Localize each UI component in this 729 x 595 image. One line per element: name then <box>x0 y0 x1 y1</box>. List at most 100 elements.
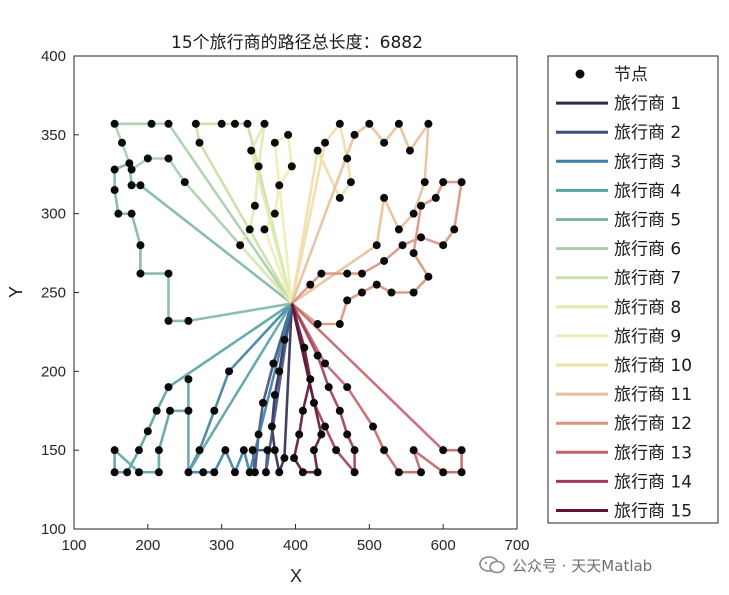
chart-title: 15个旅行商的路径总长度：6882 <box>171 33 423 53</box>
node-marker <box>164 316 173 325</box>
x-tick-label: 300 <box>209 537 234 554</box>
node-marker <box>110 468 119 477</box>
node-marker <box>290 454 299 463</box>
node-marker <box>127 209 136 218</box>
node-marker <box>313 146 322 155</box>
y-tick-label: 150 <box>41 442 66 459</box>
node-marker <box>191 119 200 128</box>
node-marker <box>457 468 466 477</box>
node-marker <box>110 186 119 195</box>
node-marker <box>417 468 426 477</box>
y-tick-label: 100 <box>41 521 66 538</box>
node-marker <box>275 367 284 376</box>
node-marker <box>245 468 254 477</box>
node-marker <box>380 446 389 455</box>
node-marker <box>164 154 173 163</box>
node-marker <box>127 181 136 190</box>
node-marker <box>357 288 366 297</box>
x-tick-label: 700 <box>504 537 529 554</box>
node-marker <box>324 383 333 392</box>
node-marker <box>335 406 344 415</box>
node-marker <box>409 209 418 218</box>
node-marker <box>424 119 433 128</box>
x-tick-label: 400 <box>283 537 308 554</box>
node-marker <box>275 468 284 477</box>
node-marker <box>298 468 307 477</box>
node-marker <box>313 468 322 477</box>
x-tick-label: 600 <box>431 537 456 554</box>
node-marker <box>439 446 448 455</box>
watermark-text: 公众号 · 天天Matlab <box>512 556 653 575</box>
node-marker <box>431 193 440 202</box>
node-marker <box>143 154 152 163</box>
node-marker <box>321 138 330 147</box>
node-marker <box>439 468 448 477</box>
x-tick-label: 200 <box>135 537 160 554</box>
node-marker <box>134 468 143 477</box>
node-marker <box>306 280 315 289</box>
y-tick-label: 200 <box>41 363 66 380</box>
node-marker <box>230 119 239 128</box>
node-marker <box>343 430 352 439</box>
node-marker <box>343 383 352 392</box>
node-marker <box>439 178 448 187</box>
node-marker <box>409 249 418 258</box>
node-marker <box>114 209 123 218</box>
node-marker <box>439 241 448 250</box>
wechat-icon <box>479 556 505 574</box>
legend-label-nodes: 节点 <box>614 65 648 85</box>
node-marker <box>369 422 378 431</box>
y-tick-label: 350 <box>41 127 66 144</box>
node-marker <box>295 430 304 439</box>
node-marker <box>270 446 279 455</box>
node-marker <box>245 225 254 234</box>
route-line-12 <box>290 180 463 326</box>
node-marker <box>321 359 330 368</box>
node-marker <box>259 398 268 407</box>
node-marker <box>350 446 359 455</box>
plot-area <box>73 55 518 530</box>
node-marker <box>317 430 326 439</box>
legend-label-10: 旅行商 10 <box>614 356 692 376</box>
node-marker <box>152 406 161 415</box>
legend-label-14: 旅行商 14 <box>614 472 692 492</box>
node-marker <box>309 398 318 407</box>
node-marker <box>409 288 418 297</box>
legend-label-15: 旅行商 15 <box>614 502 692 522</box>
node-marker <box>250 201 259 210</box>
y-axis-label: Y <box>6 286 26 298</box>
node-marker <box>260 119 269 128</box>
node-marker <box>270 138 279 147</box>
node-marker <box>123 468 132 477</box>
node-marker <box>394 119 403 128</box>
legend-label-13: 旅行商 13 <box>614 443 692 463</box>
node-marker <box>184 406 193 415</box>
route-line-6 <box>113 122 293 305</box>
node-marker <box>457 446 466 455</box>
node-marker <box>409 446 418 455</box>
node-marker <box>195 138 204 147</box>
node-marker <box>164 269 173 278</box>
node-marker <box>306 375 315 384</box>
node-marker <box>394 468 403 477</box>
node-marker <box>269 359 278 368</box>
node-marker <box>147 119 156 128</box>
node-marker <box>280 454 289 463</box>
node-marker <box>298 406 307 415</box>
legend-label-1: 旅行商 1 <box>614 94 681 114</box>
x-tick-label: 500 <box>357 537 382 554</box>
node-marker <box>417 233 426 242</box>
route-lines <box>113 122 463 474</box>
node-marker <box>184 316 193 325</box>
node-marker <box>287 162 296 171</box>
node-marker <box>270 209 279 218</box>
node-marker <box>260 225 269 234</box>
node-marker <box>247 146 256 155</box>
x-tick-label: 100 <box>61 537 86 554</box>
node-marker <box>270 390 279 399</box>
legend-label-12: 旅行商 12 <box>614 414 692 434</box>
node-marker <box>321 422 330 431</box>
node-marker <box>239 446 248 455</box>
node-marker <box>127 165 136 174</box>
